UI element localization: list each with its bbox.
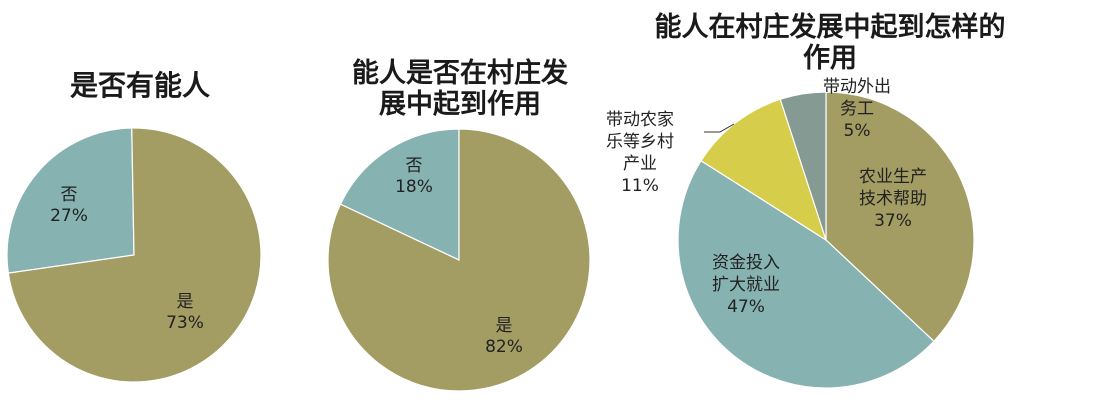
leader-line: [704, 123, 735, 133]
pie3-slice-1: [825, 91, 975, 343]
pie-chart-1: 否 27% 是 73%: [6, 127, 262, 383]
pie3-slice-1-label: 农业生产技术帮助 37%: [859, 167, 927, 231]
pie-chart-3: 农业生产技术帮助 37% 资金投入扩大就业 47% 带动农家乐等乡村产业 11% 带动外出务…: [606, 77, 975, 389]
chart-title-2: 能人是否在村庄发 展中起到作用: [300, 58, 620, 120]
chart-title-3-line-1: 能人在村庄发展中起到怎样的: [654, 12, 1006, 43]
pie3-slice-4: [779, 91, 827, 241]
pie2-slice-2: [327, 128, 591, 392]
pie3-slice-2-label: 资金投入扩大就业 47%: [712, 253, 780, 317]
pie1-slice-1-label: 否 27%: [50, 185, 88, 226]
chart-title-2-line-2: 展中起到作用: [379, 89, 541, 121]
pie1-slice-2-label: 是 73%: [166, 292, 204, 333]
chart-title-3: 能人在村庄发展中起到怎样的 作用: [610, 12, 1050, 74]
pie3-slice-3: [700, 98, 828, 242]
pie3-slice-2: [677, 159, 935, 389]
pie2-slice-1-label: 否 18%: [395, 156, 433, 197]
pie1-slice-1: [6, 127, 135, 274]
pie2-slice-2-label: 是 82%: [485, 316, 523, 357]
chart-title-3-line-2: 作用: [803, 43, 857, 75]
chart-title-1: 是否有能人: [69, 69, 210, 102]
pie3-slice-4-label: 带动外出务工 5%: [823, 77, 891, 141]
pie-chart-2: 否 18% 是 82%: [327, 128, 591, 392]
pie2-slice-1: [339, 128, 460, 261]
chart-title-2-line-1: 能人是否在村庄发: [352, 58, 568, 89]
pie3-slice-3-label: 带动农家乐等乡村产业 11%: [606, 110, 674, 196]
pie1-slice-2: [7, 127, 262, 383]
